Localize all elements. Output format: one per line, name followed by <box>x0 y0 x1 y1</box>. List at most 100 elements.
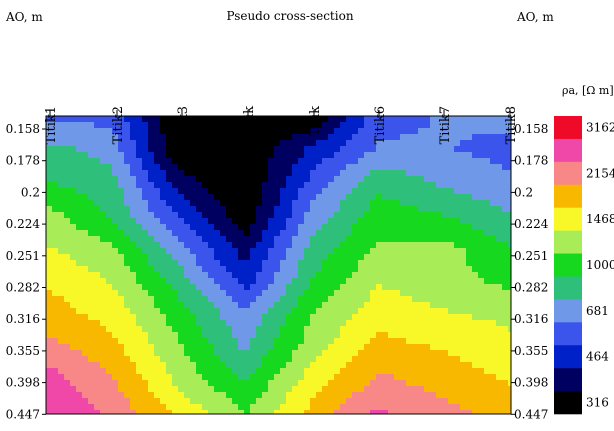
heatmap-cell <box>394 278 401 285</box>
heatmap-cell <box>358 380 365 387</box>
heatmap-cell <box>226 116 233 123</box>
heatmap-cell <box>448 338 455 345</box>
heatmap-cell <box>112 158 119 165</box>
heatmap-cell <box>322 164 329 171</box>
heatmap-cell <box>232 338 239 345</box>
heatmap-cell <box>508 212 512 219</box>
heatmap-cell <box>418 188 425 195</box>
heatmap-cell <box>256 218 263 225</box>
heatmap-cell <box>160 272 167 279</box>
heatmap-cell <box>352 170 359 177</box>
heatmap-cell <box>346 386 353 393</box>
heatmap-cell <box>364 284 371 291</box>
heatmap-cell <box>292 302 299 309</box>
heatmap-cell <box>172 176 179 183</box>
heatmap-cell <box>340 266 347 273</box>
heatmap-cell <box>106 344 113 351</box>
heatmap-cell <box>82 302 89 309</box>
heatmap-cell <box>166 410 173 415</box>
heatmap-cell <box>358 230 365 237</box>
heatmap-cell <box>508 284 512 291</box>
heatmap-cell <box>442 278 449 285</box>
heatmap-cell <box>460 398 467 405</box>
heatmap-cell <box>484 134 491 141</box>
heatmap-cell <box>490 380 497 387</box>
heatmap-cell <box>478 404 485 411</box>
heatmap-cell <box>232 356 239 363</box>
heatmap-cell <box>112 284 119 291</box>
heatmap-cell <box>478 128 485 135</box>
heatmap-cell <box>112 182 119 189</box>
heatmap-cell <box>430 380 437 387</box>
heatmap-cell <box>190 386 197 393</box>
heatmap-cell <box>118 170 125 177</box>
heatmap-cell <box>466 236 473 243</box>
heatmap-cell <box>418 368 425 375</box>
heatmap-cell <box>232 380 239 387</box>
heatmap-cell <box>220 266 227 273</box>
heatmap-cell <box>244 218 251 225</box>
heatmap-cell <box>454 122 461 129</box>
heatmap-cell <box>430 272 437 279</box>
heatmap-cell <box>94 170 101 177</box>
heatmap-cell <box>400 236 407 243</box>
heatmap-cell <box>346 170 353 177</box>
heatmap-cell <box>502 146 509 153</box>
colorbar-swatch <box>554 207 582 231</box>
heatmap-cell <box>484 218 491 225</box>
heatmap-cell <box>328 176 335 183</box>
heatmap-cell <box>166 122 173 129</box>
heatmap-cell <box>118 374 125 381</box>
heatmap-cell <box>442 392 449 399</box>
heatmap-cell <box>292 164 299 171</box>
heatmap-cell <box>334 254 341 261</box>
heatmap-cell <box>76 332 83 339</box>
heatmap-cell <box>364 308 371 315</box>
heatmap-cell <box>454 350 461 357</box>
heatmap-cell <box>268 230 275 237</box>
heatmap-cell <box>184 218 191 225</box>
heatmap-cell <box>370 278 377 285</box>
heatmap-cell <box>58 308 65 315</box>
heatmap-cell <box>364 374 371 381</box>
heatmap-cell <box>172 338 179 345</box>
heatmap-cell <box>70 278 77 285</box>
heatmap-cell <box>208 200 215 207</box>
heatmap-cell <box>376 302 383 309</box>
heatmap-cell <box>334 356 341 363</box>
heatmap-cell <box>394 350 401 357</box>
heatmap-cell <box>100 164 107 171</box>
heatmap-cell <box>328 338 335 345</box>
heatmap-cell <box>508 194 512 201</box>
heatmap-cell <box>160 170 167 177</box>
heatmap-cell <box>376 314 383 321</box>
heatmap-cell <box>418 146 425 153</box>
heatmap-cell <box>466 344 473 351</box>
heatmap-cell <box>82 140 89 147</box>
heatmap-cell <box>106 134 113 141</box>
heatmap-cell <box>142 332 149 339</box>
heatmap-cell <box>334 170 341 177</box>
heatmap-cell <box>274 200 281 207</box>
heatmap-cell <box>202 182 209 189</box>
heatmap-cell <box>400 320 407 327</box>
heatmap-cell <box>136 314 143 321</box>
heatmap-cell <box>256 164 263 171</box>
heatmap-cell <box>64 272 71 279</box>
heatmap-cell <box>70 176 77 183</box>
heatmap-cell <box>142 230 149 237</box>
heatmap-cell <box>460 212 467 219</box>
heatmap-cell <box>232 212 239 219</box>
heatmap-cell <box>196 296 203 303</box>
heatmap-cell <box>160 332 167 339</box>
heatmap-cell <box>388 338 395 345</box>
heatmap-cell <box>82 182 89 189</box>
heatmap-cell <box>304 320 311 327</box>
heatmap-cell <box>76 284 83 291</box>
heatmap-cell <box>466 380 473 387</box>
heatmap-cell <box>46 122 53 129</box>
heatmap-cell <box>436 212 443 219</box>
heatmap-cell <box>190 290 197 297</box>
heatmap-cell <box>382 338 389 345</box>
heatmap-cell <box>346 410 353 415</box>
